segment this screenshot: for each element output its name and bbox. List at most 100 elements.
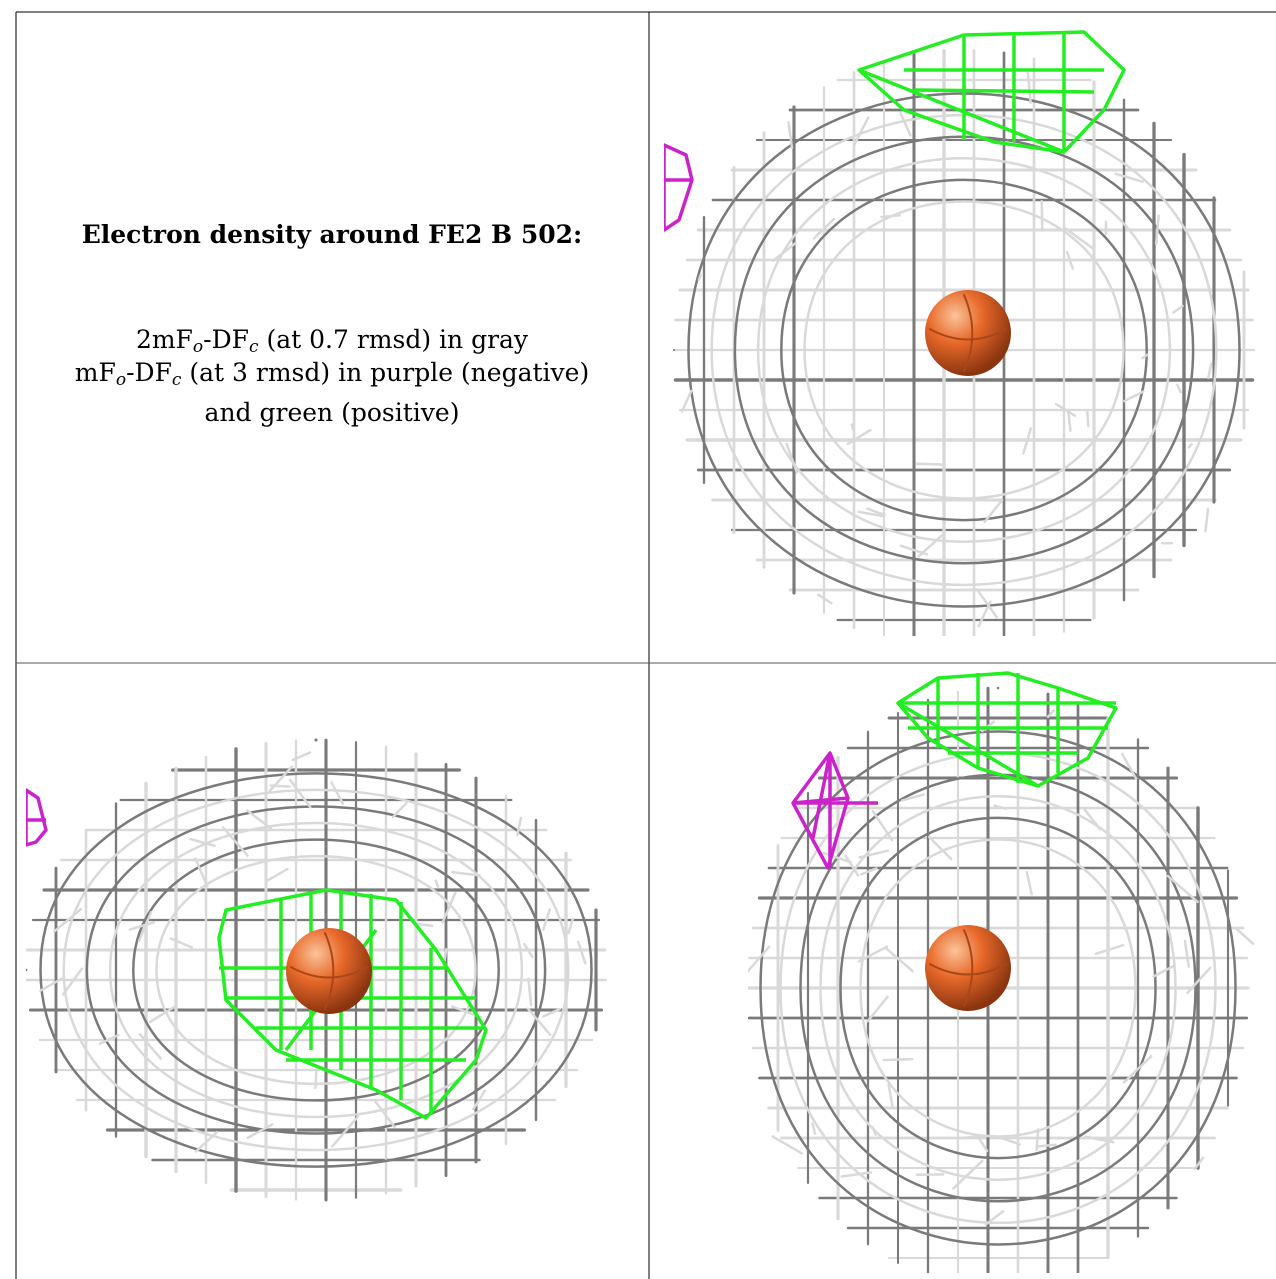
mesh-strut	[680, 389, 693, 413]
mesh-strut	[1193, 1156, 1205, 1171]
mesh-strut	[853, 116, 870, 147]
positive-density-mesh	[896, 671, 1118, 788]
mesh-strut	[887, 1083, 894, 1109]
negative-mesh-outline	[791, 751, 850, 870]
iron-atom-sphere	[925, 925, 1011, 1011]
mesh-contour	[39, 772, 593, 1168]
mesh-strut	[1183, 939, 1191, 968]
mesh-strut	[771, 1135, 803, 1155]
mesh-strut	[1086, 409, 1090, 428]
map1-sub-o: o	[192, 337, 204, 357]
mesh-contour	[759, 730, 1237, 1246]
mesh-strut	[1114, 172, 1144, 183]
mesh-contour	[733, 135, 1195, 565]
map2-sub-o: o	[115, 370, 127, 390]
atom-ball	[286, 928, 372, 1014]
map1-prefix: 2mF	[135, 325, 193, 354]
mesh-strut	[697, 273, 702, 282]
mesh-strut	[541, 908, 552, 931]
mesh-strut	[1046, 709, 1055, 719]
mesh-strut	[917, 532, 946, 558]
negative-density-mesh	[664, 143, 694, 232]
mesh-contour	[779, 752, 1217, 1224]
mesh-strut	[785, 442, 799, 474]
mesh-strut	[1120, 752, 1138, 780]
mesh-strut	[138, 1033, 163, 1060]
mesh-strut	[1207, 362, 1213, 380]
mesh-strut	[866, 995, 889, 1023]
atom-seam	[962, 928, 974, 1008]
mesh-contour	[62, 788, 570, 1152]
mesh-strut	[472, 1089, 487, 1111]
atom-ball	[925, 290, 1011, 376]
caption-panel: Electron density around FE2 B 502: 2mFo-…	[16, 12, 648, 662]
mesh-strut	[1175, 383, 1182, 394]
mesh-strut	[1082, 807, 1102, 831]
caption-map2-description: mFo-DFc (at 3 rmsd) in purple (negative)	[16, 358, 648, 390]
mesh-strut	[1186, 966, 1212, 995]
map2-sub-c: c	[171, 370, 182, 390]
atom-ball	[925, 925, 1011, 1011]
gray-density-mesh	[672, 48, 1256, 636]
mesh-strut	[1094, 943, 1125, 956]
caption-map1-description: 2mFo-DFc (at 0.7 rmsd) in gray	[16, 325, 648, 357]
mesh-strut	[846, 428, 872, 446]
map2-mid: -DF	[126, 358, 172, 387]
mesh-strut	[975, 588, 999, 619]
mesh-strut	[900, 793, 925, 802]
mesh-strut	[189, 837, 216, 848]
positive-mesh-line	[913, 88, 1095, 94]
iron-atom-sphere	[286, 928, 372, 1014]
mesh-contour	[108, 821, 524, 1119]
positive-mesh-line	[858, 68, 1065, 154]
mesh-contour	[819, 795, 1177, 1181]
mesh-strut	[859, 867, 878, 876]
mesh-strut	[1122, 390, 1145, 403]
mesh-strut	[812, 217, 836, 240]
mesh-strut	[266, 867, 289, 882]
mesh-strut	[527, 977, 533, 1007]
mesh-strut	[857, 945, 889, 963]
atom-seam	[928, 962, 1008, 976]
mesh-strut	[516, 816, 523, 837]
mesh-strut	[858, 849, 890, 859]
atom-seam	[962, 293, 974, 373]
mesh-strut	[417, 922, 434, 928]
mesh-strut	[330, 781, 345, 805]
mesh-strut	[52, 907, 83, 933]
mesh-strut	[434, 879, 440, 888]
mesh-strut	[1026, 71, 1032, 104]
mesh-strut	[1187, 442, 1193, 449]
mesh-strut	[246, 1123, 274, 1140]
mesh-strut	[391, 801, 408, 819]
mesh-strut	[1154, 214, 1160, 246]
mesh-strut	[976, 1135, 989, 1153]
mesh-strut	[441, 891, 457, 924]
density-view-front	[664, 30, 1264, 636]
mesh-strut	[1065, 250, 1074, 270]
mesh-strut	[291, 751, 312, 762]
iron-atom-sphere	[925, 290, 1011, 376]
map2-prefix: mF	[74, 358, 116, 387]
mesh-strut	[169, 937, 194, 949]
mesh-strut	[1084, 1135, 1115, 1144]
mesh-strut	[884, 946, 914, 973]
mesh-strut	[748, 945, 771, 974]
mesh-contour	[155, 855, 477, 1085]
mesh-strut	[977, 600, 992, 628]
mesh-strut	[542, 1007, 562, 1018]
mesh-strut	[899, 112, 912, 137]
mesh-strut	[373, 1099, 396, 1129]
mesh-contour	[803, 200, 1125, 500]
mesh-strut	[840, 1171, 873, 1178]
mesh-strut	[331, 1115, 360, 1148]
mesh-contour	[780, 178, 1148, 522]
mesh-strut	[1204, 507, 1210, 533]
mesh-strut	[1235, 927, 1255, 946]
mesh-strut	[1037, 1143, 1057, 1148]
mesh-strut	[1025, 870, 1033, 896]
mesh-contour	[799, 773, 1197, 1203]
positive-density-mesh	[857, 30, 1126, 154]
mesh-strut	[871, 809, 894, 842]
